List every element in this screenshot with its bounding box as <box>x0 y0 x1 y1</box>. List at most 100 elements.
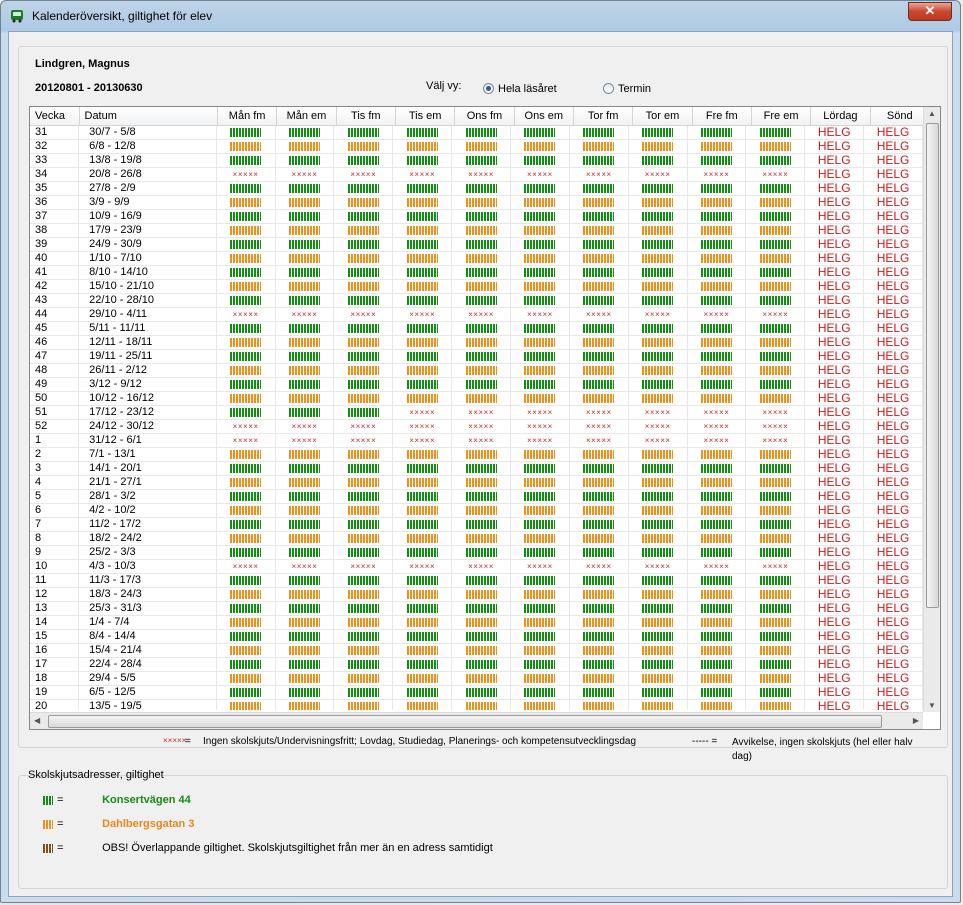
column-header[interactable]: Datum <box>80 107 218 125</box>
radio-whole-year-label[interactable]: Hela läsåret <box>498 83 557 95</box>
table-row[interactable]: 49 3/12 - 9/12 HELG HELG <box>30 378 923 392</box>
address-green-cell <box>452 518 511 531</box>
table-row[interactable]: 11 11/3 - 17/3 HELG HELG <box>30 574 923 588</box>
column-header[interactable]: Tor fm <box>574 107 634 125</box>
table-row[interactable]: 47 19/11 - 25/11 HELG HELG <box>30 350 923 364</box>
table-row[interactable]: 45 5/11 - 11/11 HELG HELG <box>30 322 923 336</box>
table-row[interactable]: 4 21/1 - 27/1 HELG HELG <box>30 476 923 490</box>
column-header[interactable]: Fre em <box>752 107 812 125</box>
saturday-cell: HELG <box>805 294 865 307</box>
table-row[interactable]: 20 13/5 - 19/5 HELG HELG <box>30 700 923 710</box>
scroll-left-icon[interactable]: ◀ <box>34 716 41 725</box>
table-row[interactable]: 39 24/9 - 30/9 HELG HELG <box>30 238 923 252</box>
column-header[interactable]: Ons fm <box>455 107 515 125</box>
table-row[interactable]: 16 15/4 - 21/4 HELG HELG <box>30 644 923 658</box>
table-row[interactable]: 52 24/12 - 30/12 ××××× ××××× ××××× ××××× ×××××… <box>30 420 923 434</box>
table-row[interactable]: 43 22/10 - 28/10 HELG HELG <box>30 294 923 308</box>
green-bar-icon <box>524 548 556 557</box>
table-row[interactable]: 7 11/2 - 17/2 HELG HELG <box>30 518 923 532</box>
address-orange-cell <box>217 140 276 153</box>
column-header[interactable]: Mån fm <box>218 107 278 125</box>
table-row[interactable]: 44 29/10 - 4/11 ××××× ××××× ××××× ××××× ××××× ×… <box>30 308 923 322</box>
column-header[interactable]: Mån em <box>277 107 337 125</box>
table-row[interactable]: 46 12/11 - 18/11 HELG HELG <box>30 336 923 350</box>
orange-bar-icon <box>700 338 732 347</box>
title-bar[interactable]: Kalenderöversikt, giltighet för elev ✕ <box>1 1 960 31</box>
table-row[interactable]: 3 14/1 - 20/1 HELG HELG <box>30 462 923 476</box>
green-bar-icon <box>406 184 438 193</box>
address-orange-cell <box>217 224 276 237</box>
horizontal-scroll-thumb[interactable] <box>48 715 882 728</box>
table-row[interactable]: 10 4/3 - 10/3 ××××× ××××× ××××× ××××× ××××× ×××… <box>30 560 923 574</box>
address-green-cell <box>393 182 453 195</box>
table-row[interactable]: 2 7/1 - 13/1 HELG HELG <box>30 448 923 462</box>
address-orange-cell <box>276 224 335 237</box>
address-green-cell <box>688 266 747 279</box>
table-row[interactable]: 14 1/4 - 7/4 HELG HELG <box>30 616 923 630</box>
address-orange-cell <box>393 532 453 545</box>
table-row[interactable]: 12 18/3 - 24/3 HELG HELG <box>30 588 923 602</box>
table-row[interactable]: 1 31/12 - 6/1 ××××× ××××× ××××× ××××× ××××× ×××… <box>30 434 923 448</box>
table-row[interactable]: 33 13/8 - 19/8 HELG HELG <box>30 154 923 168</box>
week-cell: 47 <box>30 350 80 363</box>
noschool-cell: ××××× <box>570 308 629 321</box>
noschool-cell: ××××× <box>276 420 335 433</box>
horizontal-scrollbar[interactable]: ◀ ▶ <box>30 712 923 729</box>
sunday-cell: HELG <box>864 448 923 461</box>
table-row[interactable]: 31 30/7 - 5/8 HELG HELG <box>30 126 923 140</box>
column-header[interactable]: Lördag <box>811 107 871 125</box>
table-row[interactable]: 9 25/2 - 3/3 HELG HELG <box>30 546 923 560</box>
table-row[interactable]: 51 17/12 - 23/12 ××××× ××××× ××××× ××××× ×××××… <box>30 406 923 420</box>
noschool-cell: ××××× <box>276 560 335 573</box>
table-row[interactable]: 19 6/5 - 12/5 HELG HELG <box>30 686 923 700</box>
green-bar-icon <box>230 688 262 697</box>
green-bar-icon <box>230 632 262 641</box>
vertical-scroll-thumb[interactable] <box>926 123 939 608</box>
scroll-down-icon[interactable]: ▼ <box>928 701 936 710</box>
table-row[interactable]: 36 3/9 - 9/9 HELG HELG <box>30 196 923 210</box>
vertical-scrollbar[interactable]: ▲ ▼ <box>923 107 940 712</box>
radio-term-label[interactable]: Termin <box>618 83 652 95</box>
orange-bar-icon <box>230 394 262 403</box>
sunday-cell: HELG <box>864 532 923 545</box>
column-header[interactable]: Tis em <box>396 107 456 125</box>
close-button[interactable]: ✕ <box>908 2 952 21</box>
address-equals: = <box>57 842 64 854</box>
radio-term[interactable] <box>603 83 614 94</box>
column-header[interactable]: Tis fm <box>337 107 396 125</box>
table-row[interactable]: 42 15/10 - 21/10 HELG HELG <box>30 280 923 294</box>
table-row[interactable]: 34 20/8 - 26/8 ××××× ××××× ××××× ××××× ××××× ××… <box>30 168 923 182</box>
column-header[interactable]: Tor em <box>633 107 693 125</box>
week-cell: 8 <box>30 532 80 545</box>
table-row[interactable]: 5 28/1 - 3/2 HELG HELG <box>30 490 923 504</box>
orange-bar-icon <box>230 226 262 235</box>
column-header[interactable]: Ons em <box>515 107 574 125</box>
address-green-cell <box>276 154 335 167</box>
table-row[interactable]: 6 4/2 - 10/2 HELG HELG <box>30 504 923 518</box>
table-row[interactable]: 15 8/4 - 14/4 HELG HELG <box>30 630 923 644</box>
scroll-up-icon[interactable]: ▲ <box>928 109 936 118</box>
table-row[interactable]: 32 6/8 - 12/8 HELG HELG <box>30 140 923 154</box>
table-row[interactable]: 18 29/4 - 5/5 HELG HELG <box>30 672 923 686</box>
address-orange-cell <box>334 672 394 685</box>
green-bar-icon <box>406 352 438 361</box>
address-orange-cell <box>511 364 570 377</box>
column-header[interactable]: Fre fm <box>693 107 752 125</box>
table-row[interactable]: 37 10/9 - 16/9 HELG HELG <box>30 210 923 224</box>
column-header[interactable]: Vecka <box>30 107 80 125</box>
table-row[interactable]: 13 25/3 - 31/3 HELG HELG <box>30 602 923 616</box>
column-header[interactable]: Sönd <box>871 107 930 125</box>
table-row[interactable]: 38 17/9 - 23/9 HELG HELG <box>30 224 923 238</box>
table-row[interactable]: 41 8/10 - 14/10 HELG HELG <box>30 266 923 280</box>
address-green-cell <box>452 154 511 167</box>
table-row[interactable]: 50 10/12 - 16/12 HELG HELG <box>30 392 923 406</box>
green-bar-icon <box>700 464 732 473</box>
table-row[interactable]: 40 1/10 - 7/10 HELG HELG <box>30 252 923 266</box>
address-green-cell <box>746 574 806 587</box>
table-row[interactable]: 17 22/4 - 28/4 HELG HELG <box>30 658 923 672</box>
table-row[interactable]: 8 18/2 - 24/2 HELG HELG <box>30 532 923 546</box>
scroll-right-icon[interactable]: ▶ <box>912 716 919 725</box>
table-row[interactable]: 35 27/8 - 2/9 HELG HELG <box>30 182 923 196</box>
radio-whole-year[interactable] <box>483 83 494 94</box>
table-row[interactable]: 48 26/11 - 2/12 HELG HELG <box>30 364 923 378</box>
